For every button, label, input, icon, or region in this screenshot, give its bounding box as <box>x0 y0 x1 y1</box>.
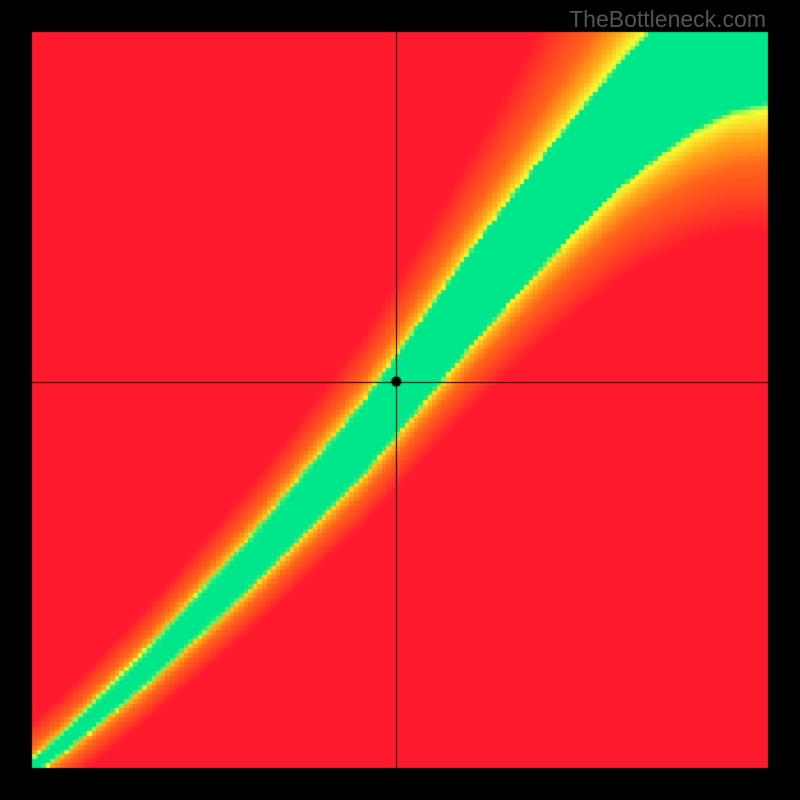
bottleneck-heatmap <box>0 0 800 800</box>
watermark-text: TheBottleneck.com <box>569 6 766 33</box>
chart-container: TheBottleneck.com <box>0 0 800 800</box>
